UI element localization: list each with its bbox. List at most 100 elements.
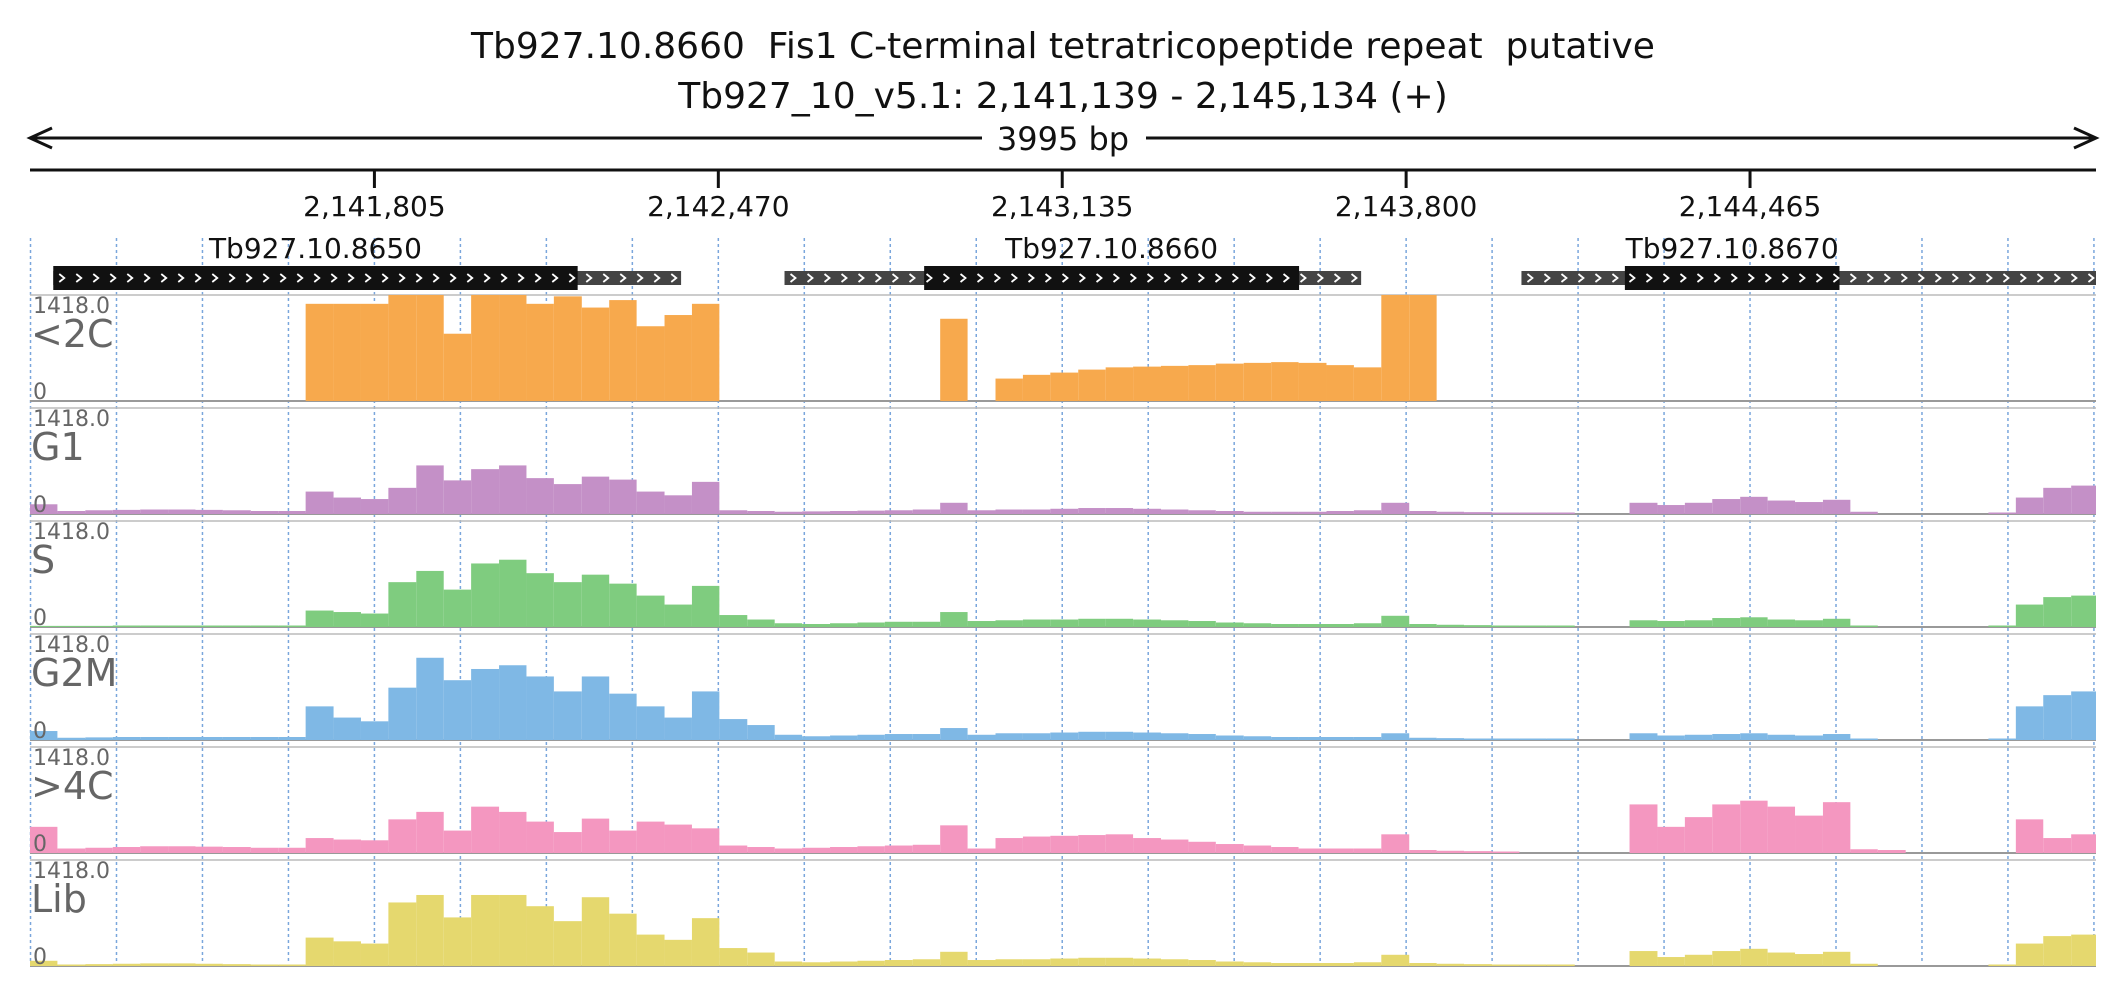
coverage-bar xyxy=(912,734,941,740)
coverage-bar xyxy=(30,731,58,740)
strand-arrows xyxy=(58,273,678,283)
coverage-bar xyxy=(1988,625,2016,627)
coverage-bar xyxy=(1464,964,1492,966)
coverage-bar xyxy=(609,913,637,966)
coverage-bar xyxy=(940,825,968,853)
coverage-bar xyxy=(1160,733,1189,740)
coverage-bar xyxy=(1629,733,1658,740)
coverage-bar xyxy=(1271,847,1299,853)
coverage-bar xyxy=(499,811,527,853)
coverage-bar xyxy=(360,840,389,853)
x-axis: 2,141,805 2,142,470 2,143,135 2,143,800 2,14… xyxy=(30,168,2096,223)
coverage-bar xyxy=(1298,362,1327,401)
track-0: 1418.0 0 <2C xyxy=(30,294,2096,405)
coverage-bar xyxy=(884,960,913,966)
coverage-bar xyxy=(581,818,610,853)
coverage-bar xyxy=(85,625,113,627)
coverage-bar xyxy=(85,737,113,740)
coverage-bar xyxy=(333,941,361,966)
coverage-bar xyxy=(1629,620,1658,627)
coverage-bar xyxy=(140,625,169,627)
coverage-bar xyxy=(1243,511,1272,514)
coverage-bar xyxy=(719,845,748,853)
coverage-bar xyxy=(112,625,141,627)
track-5: 1418.0 0 Lib xyxy=(30,859,2096,970)
coverage-bar xyxy=(471,563,500,627)
coverage-bar xyxy=(1022,959,1051,966)
coverage-bar xyxy=(1078,508,1106,514)
coverage-bar xyxy=(1436,850,1465,853)
coverage-bar xyxy=(774,623,803,627)
coverage-bar xyxy=(1271,737,1299,740)
y-min-label: 0 xyxy=(33,832,47,857)
y-min-label: 0 xyxy=(33,606,47,631)
coverage-bar xyxy=(57,737,86,740)
coverage-bar xyxy=(1133,958,1161,966)
coverage-bar xyxy=(747,847,775,853)
coverage-bar xyxy=(2015,497,2044,514)
coverage-bar xyxy=(1298,963,1327,966)
coverage-bar xyxy=(526,478,554,514)
coverage-bar xyxy=(526,821,554,853)
coverage-bar xyxy=(1657,621,1685,627)
coverage-bar xyxy=(1657,505,1685,514)
track-label: S xyxy=(31,538,55,582)
coverage-bar xyxy=(636,491,665,514)
coverage-bar xyxy=(1243,962,1272,966)
coverage-bar xyxy=(1050,619,1079,627)
coverage-bar xyxy=(140,963,169,966)
coverage-bar xyxy=(360,943,389,966)
coverage-bar xyxy=(1546,738,1575,740)
coverage-bar xyxy=(526,676,554,740)
coverage-bar xyxy=(1822,499,1851,514)
coverage-bar xyxy=(912,959,941,966)
coverage-bar xyxy=(691,918,720,966)
coverage-bar xyxy=(802,624,831,627)
coverage-bar xyxy=(1712,734,1741,740)
y-min-label: 0 xyxy=(33,493,47,518)
coverage-bar xyxy=(57,511,86,514)
gene-track: Tb927.10.8650 Tb927.10.8660 Tb927.10.8670 xyxy=(53,232,2096,290)
coverage-bar xyxy=(912,621,941,627)
coverage-bar xyxy=(553,582,582,627)
coverage-bar xyxy=(581,676,610,740)
coverage-bar xyxy=(581,574,610,627)
coverage-bar xyxy=(1712,951,1741,966)
coverage-bar xyxy=(967,960,996,966)
coverage-bar xyxy=(416,894,444,966)
chart-subtitle: Tb927_10_v5.1: 2,141,139 - 2,145,134 (+) xyxy=(677,76,1448,117)
coverage-bar xyxy=(140,737,169,740)
coverage-bar xyxy=(443,680,472,740)
coverage-bar xyxy=(995,378,1023,401)
coverage-bar xyxy=(471,894,500,966)
coverage-bar xyxy=(471,668,500,740)
coverage-bar xyxy=(1078,835,1106,853)
coverage-bar xyxy=(774,961,803,966)
coverage-bar xyxy=(830,511,858,514)
coverage-bar xyxy=(1188,621,1216,627)
gene-label: Tb927.10.8650 xyxy=(208,232,422,265)
coverage-bar xyxy=(912,844,941,853)
coverage-bar xyxy=(802,511,831,514)
coverage-bar xyxy=(195,509,223,514)
coverage-bar xyxy=(636,326,665,401)
coverage-bar xyxy=(168,846,196,853)
coverage-bar xyxy=(2071,834,2096,853)
coverage-bar xyxy=(333,717,361,740)
coverage-bar xyxy=(2071,691,2096,740)
coverage-bar xyxy=(1822,618,1851,627)
coverage-bar xyxy=(168,963,196,966)
coverage-bar xyxy=(1215,844,1244,853)
coverage-bar xyxy=(691,585,720,627)
coverage-bar xyxy=(995,959,1023,966)
coverage-bar xyxy=(388,902,417,966)
track-3: 1418.0 0 G2M xyxy=(30,633,2096,744)
coverage-bar xyxy=(388,582,417,627)
coverage-bar xyxy=(1326,511,1354,514)
coverage-bar xyxy=(1436,624,1465,627)
coverage-bar xyxy=(1326,963,1354,966)
coverage-bar xyxy=(719,615,748,627)
coverage-bar xyxy=(691,481,720,514)
coverage-bar xyxy=(85,510,113,514)
coverage-bar xyxy=(553,296,582,401)
